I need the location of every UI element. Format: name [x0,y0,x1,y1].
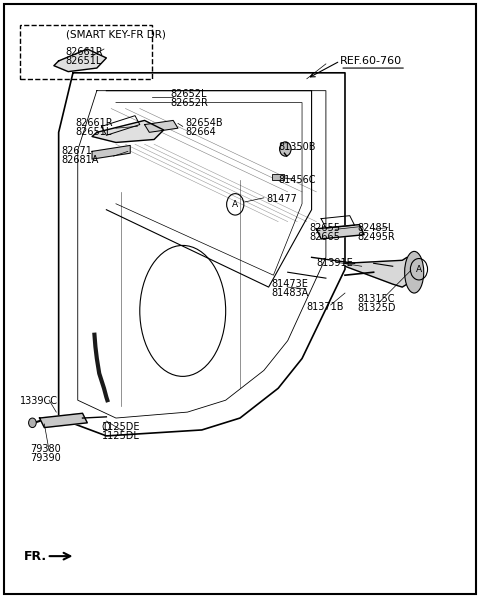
Text: 81483A: 81483A [271,288,308,298]
Text: 81477: 81477 [266,194,297,204]
Text: 82661R: 82661R [75,118,113,129]
Text: 79380: 79380 [30,444,61,454]
Text: 82651L: 82651L [66,56,102,66]
Circle shape [280,142,291,156]
Text: 1125DL: 1125DL [102,431,140,441]
Text: 82655: 82655 [309,222,340,233]
Text: 82495R: 82495R [357,231,395,242]
Polygon shape [39,413,87,428]
Text: 1339CC: 1339CC [20,396,58,407]
Bar [21,25,152,79]
Text: 1125DE: 1125DE [102,422,140,432]
Text: A: A [232,200,238,209]
Polygon shape [144,120,178,132]
Polygon shape [54,49,107,72]
Text: 81315C: 81315C [357,294,395,304]
Text: 82652L: 82652L [171,89,207,99]
Text: 82681A: 82681A [61,155,98,165]
Text: 79390: 79390 [30,453,61,463]
Text: 82671: 82671 [61,147,92,157]
Polygon shape [92,145,130,159]
Text: 82661R: 82661R [66,47,103,57]
Circle shape [29,418,36,428]
Polygon shape [92,120,164,142]
Text: REF.60-760: REF.60-760 [340,56,402,66]
Circle shape [103,422,110,431]
Polygon shape [345,257,412,287]
Ellipse shape [405,251,424,293]
Text: A: A [416,265,422,274]
Text: 82665: 82665 [309,231,340,242]
Text: 81456C: 81456C [278,175,316,185]
Text: 82485L: 82485L [357,222,393,233]
Text: 81391E: 81391E [316,258,353,269]
Text: 81350B: 81350B [278,142,316,152]
Text: 82651L: 82651L [75,127,112,138]
Text: 81325D: 81325D [357,303,396,313]
Bar [273,174,284,180]
Polygon shape [316,225,364,239]
Text: 81473E: 81473E [271,279,308,289]
Text: FR.: FR. [24,550,48,563]
Text: (SMART KEY-FR DR): (SMART KEY-FR DR) [66,29,166,39]
Text: 82654B: 82654B [185,118,223,129]
Text: 81371B: 81371B [307,302,344,312]
Text: 82652R: 82652R [171,97,209,108]
Text: 82664: 82664 [185,127,216,138]
